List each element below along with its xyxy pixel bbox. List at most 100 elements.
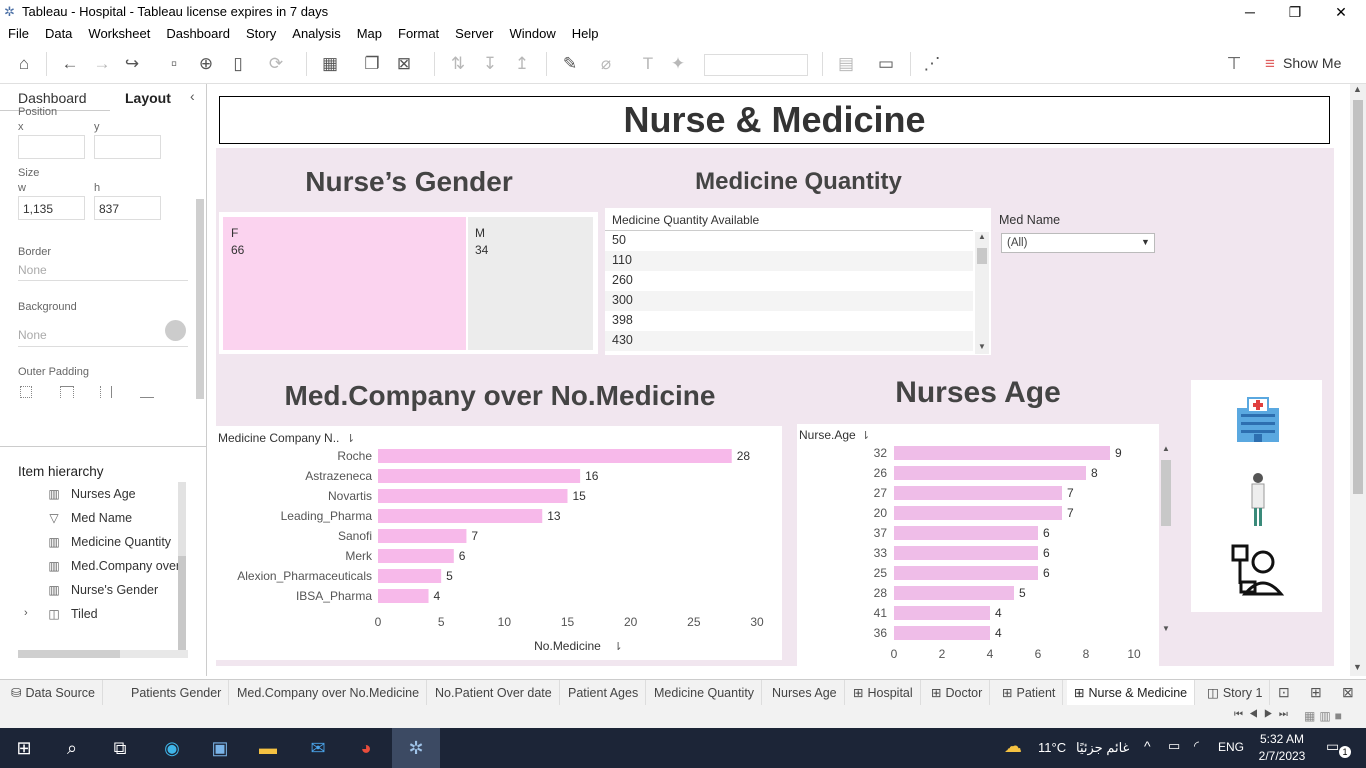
new-worksheet-icon[interactable]: ▦ — [321, 54, 339, 73]
undo-icon[interactable]: ← — [61, 54, 79, 73]
wifi-icon[interactable]: ◜ — [1194, 738, 1200, 753]
menu-map[interactable]: Map — [356, 26, 382, 41]
presentation-icon[interactable]: ▭ — [877, 54, 895, 73]
menu-story[interactable]: Story — [245, 26, 277, 41]
hierarchy-item[interactable]: ▥ Nurse's Gender — [18, 583, 158, 597]
edge-icon[interactable]: ◉ — [164, 738, 180, 758]
hierarchy-item[interactable]: ▥ Medicine Quantity — [18, 535, 171, 549]
format-paint-icon[interactable]: ⊤ — [1226, 54, 1242, 73]
refresh-icon[interactable]: ⟳ — [268, 54, 284, 73]
sheet-tab[interactable]: Medicine Quantity — [647, 680, 763, 706]
clock-time[interactable]: 5:32 AM — [1259, 732, 1305, 746]
show-me-icon[interactable]: ≡ — [1265, 54, 1275, 73]
duplicate-icon[interactable]: ❐ — [364, 54, 380, 73]
menu-format[interactable]: Format — [398, 26, 440, 41]
expand-icon[interactable]: › — [24, 607, 28, 619]
sheet-tab[interactable]: ⊞ Doctor — [924, 680, 991, 706]
clear-icon[interactable]: ⊠ — [396, 54, 412, 73]
width-field[interactable]: 1,135 — [18, 196, 85, 220]
table-scrollbar[interactable]: ▲ ▼ — [975, 232, 989, 354]
table-row[interactable]: 300 — [605, 291, 973, 311]
sort-asc-icon[interactable]: ↧ — [482, 54, 498, 73]
tab-layout[interactable]: Layout — [125, 90, 171, 106]
height-field[interactable]: 837 — [94, 196, 161, 220]
pin-icon[interactable]: ✦ — [670, 54, 686, 73]
treemap-cell-f[interactable]: F 66 — [223, 217, 466, 350]
new-dashboard-tab-icon[interactable]: ⊞ — [1310, 684, 1322, 700]
padding-controls[interactable] — [18, 386, 188, 422]
tab-dashboard[interactable]: Dashboard — [18, 90, 87, 106]
hierarchy-scrollbar[interactable] — [178, 482, 186, 652]
redo-icon[interactable]: → — [93, 54, 111, 73]
canvas-scrollbar[interactable]: ▲ ▼ — [1350, 84, 1366, 676]
highlight-icon[interactable]: ✎ — [562, 54, 578, 73]
view-toggle-icons[interactable]: ▦▥■ — [1304, 709, 1346, 723]
sort-desc-icon[interactable]: ↥ — [514, 54, 530, 73]
sheet-tab[interactable]: ◫ Story 1 — [1200, 680, 1271, 706]
show-cards-icon[interactable]: ▤ — [837, 54, 855, 73]
language-indicator[interactable]: ENG — [1218, 740, 1245, 754]
pause-updates-icon[interactable]: ▯ — [233, 54, 243, 73]
home-icon[interactable]: ⌂ — [18, 54, 30, 73]
menu-worksheet[interactable]: Worksheet — [88, 26, 151, 41]
hierarchy-item[interactable]: ▥ Nurses Age — [18, 487, 135, 501]
x-field[interactable] — [18, 135, 85, 159]
menu-analysis[interactable]: Analysis — [292, 26, 341, 41]
labels-icon[interactable]: T — [642, 54, 654, 73]
menu-dashboard[interactable]: Dashboard — [166, 26, 230, 41]
new-datasource-icon[interactable]: ⊕ — [198, 54, 214, 73]
menu-file[interactable]: File — [8, 26, 29, 41]
replay-icon[interactable]: ↪ — [124, 54, 140, 73]
collapse-pane-icon[interactable]: ‹ — [190, 88, 195, 104]
clock-date[interactable]: 2/7/2023 — [1258, 749, 1306, 763]
sheet-tab-active[interactable]: ⊞ Nurse & Medicine — [1067, 680, 1196, 706]
sheet-tab[interactable]: Patient Ages — [561, 680, 647, 706]
tableau-taskbar-icon[interactable]: ✲ — [392, 728, 440, 768]
sheet-tab[interactable]: ⊞ Hospital — [846, 680, 921, 706]
age-chart-scrollbar[interactable]: ▲ ▼ — [1159, 444, 1173, 636]
show-me-button[interactable]: Show Me — [1283, 55, 1342, 71]
table-row[interactable]: 430 — [605, 331, 973, 351]
battery-icon[interactable]: ▭ — [1168, 738, 1181, 753]
menu-server[interactable]: Server — [455, 26, 494, 41]
windows-start-icon[interactable]: ⊞ — [16, 738, 32, 758]
new-story-tab-icon[interactable]: ⊠ — [1342, 684, 1354, 700]
menu-data[interactable]: Data — [44, 26, 73, 41]
share-icon[interactable]: ⋰ — [923, 54, 941, 73]
save-icon[interactable]: ▫ — [170, 54, 178, 73]
maximize-button[interactable]: ❐ — [1288, 4, 1302, 20]
search-icon[interactable]: ⌕ — [66, 738, 78, 758]
table-row[interactable]: 260 — [605, 271, 973, 291]
task-view-icon[interactable]: ⧉ — [113, 738, 127, 758]
minimize-button[interactable]: ─ — [1245, 4, 1255, 20]
sheet-tab[interactable]: Patients Gender — [124, 680, 230, 706]
border-dropdown[interactable]: None — [18, 263, 47, 277]
chevron-up-icon[interactable]: ^ — [1144, 738, 1151, 754]
mail-icon[interactable]: ✉ — [310, 738, 326, 758]
notification-icon[interactable]: ▭ — [1326, 738, 1340, 754]
background-dropdown[interactable]: None — [18, 328, 47, 342]
sheet-tab[interactable]: No.Patient Over date — [428, 680, 560, 706]
hierarchy-item[interactable]: ▽ Med Name — [18, 511, 132, 525]
menu-help[interactable]: Help — [571, 26, 599, 41]
table-row[interactable]: 110 — [605, 251, 973, 271]
sheet-tab[interactable]: ⊞ Patient — [995, 680, 1064, 706]
group-icon[interactable]: ⌀ — [600, 54, 612, 73]
new-worksheet-tab-icon[interactable]: ⊡ — [1278, 684, 1290, 700]
weather-temp[interactable]: 11°C — [1038, 740, 1067, 755]
file-explorer-icon[interactable]: ▬ — [259, 738, 277, 758]
swap-icon[interactable]: ⇅ — [450, 54, 466, 73]
med-name-dropdown[interactable]: (All) ▼ — [1001, 233, 1155, 253]
sheet-tab[interactable]: Nurses Age — [765, 680, 845, 706]
treemap-cell-m[interactable]: M 34 — [468, 217, 593, 350]
table-row[interactable]: 50 — [605, 231, 973, 251]
close-button[interactable]: ✕ — [1335, 4, 1347, 20]
table-row[interactable]: 398 — [605, 311, 973, 331]
fit-dropdown[interactable] — [704, 54, 808, 76]
menu-window[interactable]: Window — [509, 26, 556, 41]
sheet-tab[interactable]: Med.Company over No.Medicine — [230, 680, 428, 706]
hierarchy-hscrollbar[interactable] — [18, 650, 188, 658]
hierarchy-item[interactable]: ◫ Tiled — [18, 607, 97, 621]
hierarchy-item[interactable]: ▥ Med.Company over — [18, 559, 180, 573]
sheet-nav-icons[interactable]: ⏮◀▶⏭ — [1234, 709, 1294, 720]
